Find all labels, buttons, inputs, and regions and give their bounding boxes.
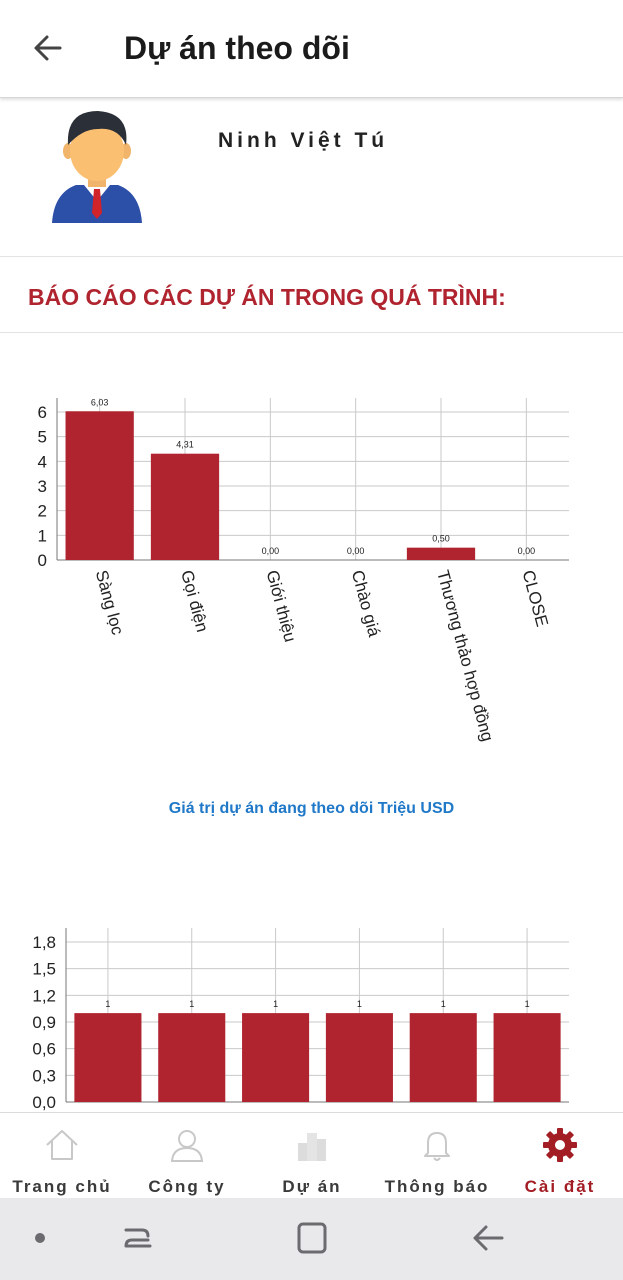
data-label: 0,00: [518, 546, 536, 556]
data-label: 6,03: [91, 397, 109, 407]
y-tick-label: 6: [38, 403, 47, 422]
y-tick-label: 0,0: [32, 1093, 56, 1112]
nav-label-projects: Dự án: [282, 1177, 342, 1196]
value-chart-svg: 0,0 0,3 0,6 0,9 1,2 1,5 1,8 1 1 1 1 1 1: [32, 928, 569, 1112]
bar: [242, 1013, 310, 1102]
data-label: 1: [441, 999, 446, 1009]
nav-item-home[interactable]: Trang chủ: [2, 1113, 122, 1199]
pipeline-chart-svg: 0 1 2 3 4 5 6 6,03 4,31 0,00 0,00 0,50 0,00 Sàng lọc G…: [38, 397, 569, 743]
app-header: Dự án theo dõi: [0, 0, 623, 98]
dot-icon[interactable]: [24, 1218, 68, 1258]
y-tick-label: 1,2: [32, 986, 56, 1005]
report-section-header: BÁO CÁO CÁC DỰ ÁN TRONG QUÁ TRÌNH:: [0, 258, 623, 333]
nav-label-notifications: Thông báo: [384, 1177, 490, 1196]
y-tick-label: 1: [38, 526, 47, 545]
bell-icon: [424, 1132, 450, 1161]
y-tick-label: 1,8: [32, 933, 56, 952]
nav-label-settings: Cài đặt: [524, 1177, 596, 1196]
user-name: Ninh Việt Tú: [218, 129, 389, 152]
bar: [493, 1013, 561, 1102]
bar: [158, 1013, 226, 1102]
x-tick-label: Gọi điện: [177, 568, 212, 634]
nav-item-projects[interactable]: Dự án: [252, 1113, 372, 1199]
y-tick-label: 2: [38, 502, 47, 521]
y-tick-label: 1,5: [32, 960, 56, 979]
page-title: Dự án theo dõi: [124, 30, 350, 66]
gear-icon: [543, 1128, 577, 1162]
nav-item-company[interactable]: Công ty: [127, 1113, 247, 1199]
data-label: 0,00: [262, 546, 280, 556]
value-chart: 0,0 0,3 0,6 0,9 1,2 1,5 1,8 1 1 1 1 1 1: [0, 920, 623, 1112]
data-label: 1: [357, 999, 362, 1009]
nav-item-settings[interactable]: Cài đặt: [500, 1113, 620, 1199]
y-tick-label: 3: [38, 477, 47, 496]
recent-apps-icon[interactable]: [116, 1218, 160, 1258]
y-tick-label: 0,3: [32, 1066, 56, 1085]
data-label: 1: [105, 999, 110, 1009]
data-label: 1: [273, 999, 278, 1009]
home-icon: [46, 1130, 78, 1160]
bar: [409, 1013, 477, 1102]
arrow-left-icon: [34, 35, 62, 61]
x-tick-label: Chào giá: [348, 568, 384, 639]
user-avatar-icon: [52, 111, 142, 223]
y-tick-label: 0: [38, 551, 47, 570]
back-system-icon[interactable]: [466, 1218, 510, 1258]
y-tick-label: 0,9: [32, 1013, 56, 1032]
report-title: BÁO CÁO CÁC DỰ ÁN TRONG QUÁ TRÌNH:: [28, 284, 506, 310]
nav-item-notifications[interactable]: Thông báo: [377, 1113, 497, 1199]
bottom-navigation: Trang chủ Công ty Dự án Thông báo: [0, 1112, 623, 1198]
back-button[interactable]: [28, 28, 68, 68]
user-icon: [170, 1130, 204, 1162]
y-tick-label: 4: [38, 452, 47, 471]
nav-label-home: Trang chủ: [12, 1177, 112, 1196]
system-navigation-bar: [0, 1198, 623, 1280]
x-tick-label: Giới thiệu: [262, 568, 299, 644]
x-tick-label: CLOSE: [518, 568, 551, 629]
home-button-icon[interactable]: [290, 1218, 334, 1258]
y-tick-label: 5: [38, 428, 47, 447]
nav-label-company: Công ty: [148, 1177, 226, 1196]
pipeline-chart: 0 1 2 3 4 5 6 6,03 4,31 0,00 0,00 0,50 0,00 Sàng lọc G…: [0, 390, 623, 770]
data-label: 0,00: [347, 546, 365, 556]
bar: [406, 547, 476, 560]
chart-2-title: Giá trị dự án đang theo dõi Triệu USD: [168, 800, 455, 817]
data-label: 1: [189, 999, 194, 1009]
profile-section: Ninh Việt Tú: [0, 99, 623, 257]
building-icon: [298, 1133, 326, 1161]
bar: [65, 411, 134, 560]
x-tick-label: Sàng lọc: [92, 568, 128, 637]
data-label: 1: [525, 999, 530, 1009]
bar: [150, 453, 220, 560]
data-label: 4,31: [176, 440, 194, 450]
data-label: 0,50: [432, 534, 450, 544]
bar: [74, 1013, 142, 1102]
y-tick-label: 0,6: [32, 1040, 56, 1059]
bar: [325, 1013, 393, 1102]
avatar: [46, 105, 148, 225]
x-tick-label: Thương thảo hợp đồng: [433, 568, 497, 743]
